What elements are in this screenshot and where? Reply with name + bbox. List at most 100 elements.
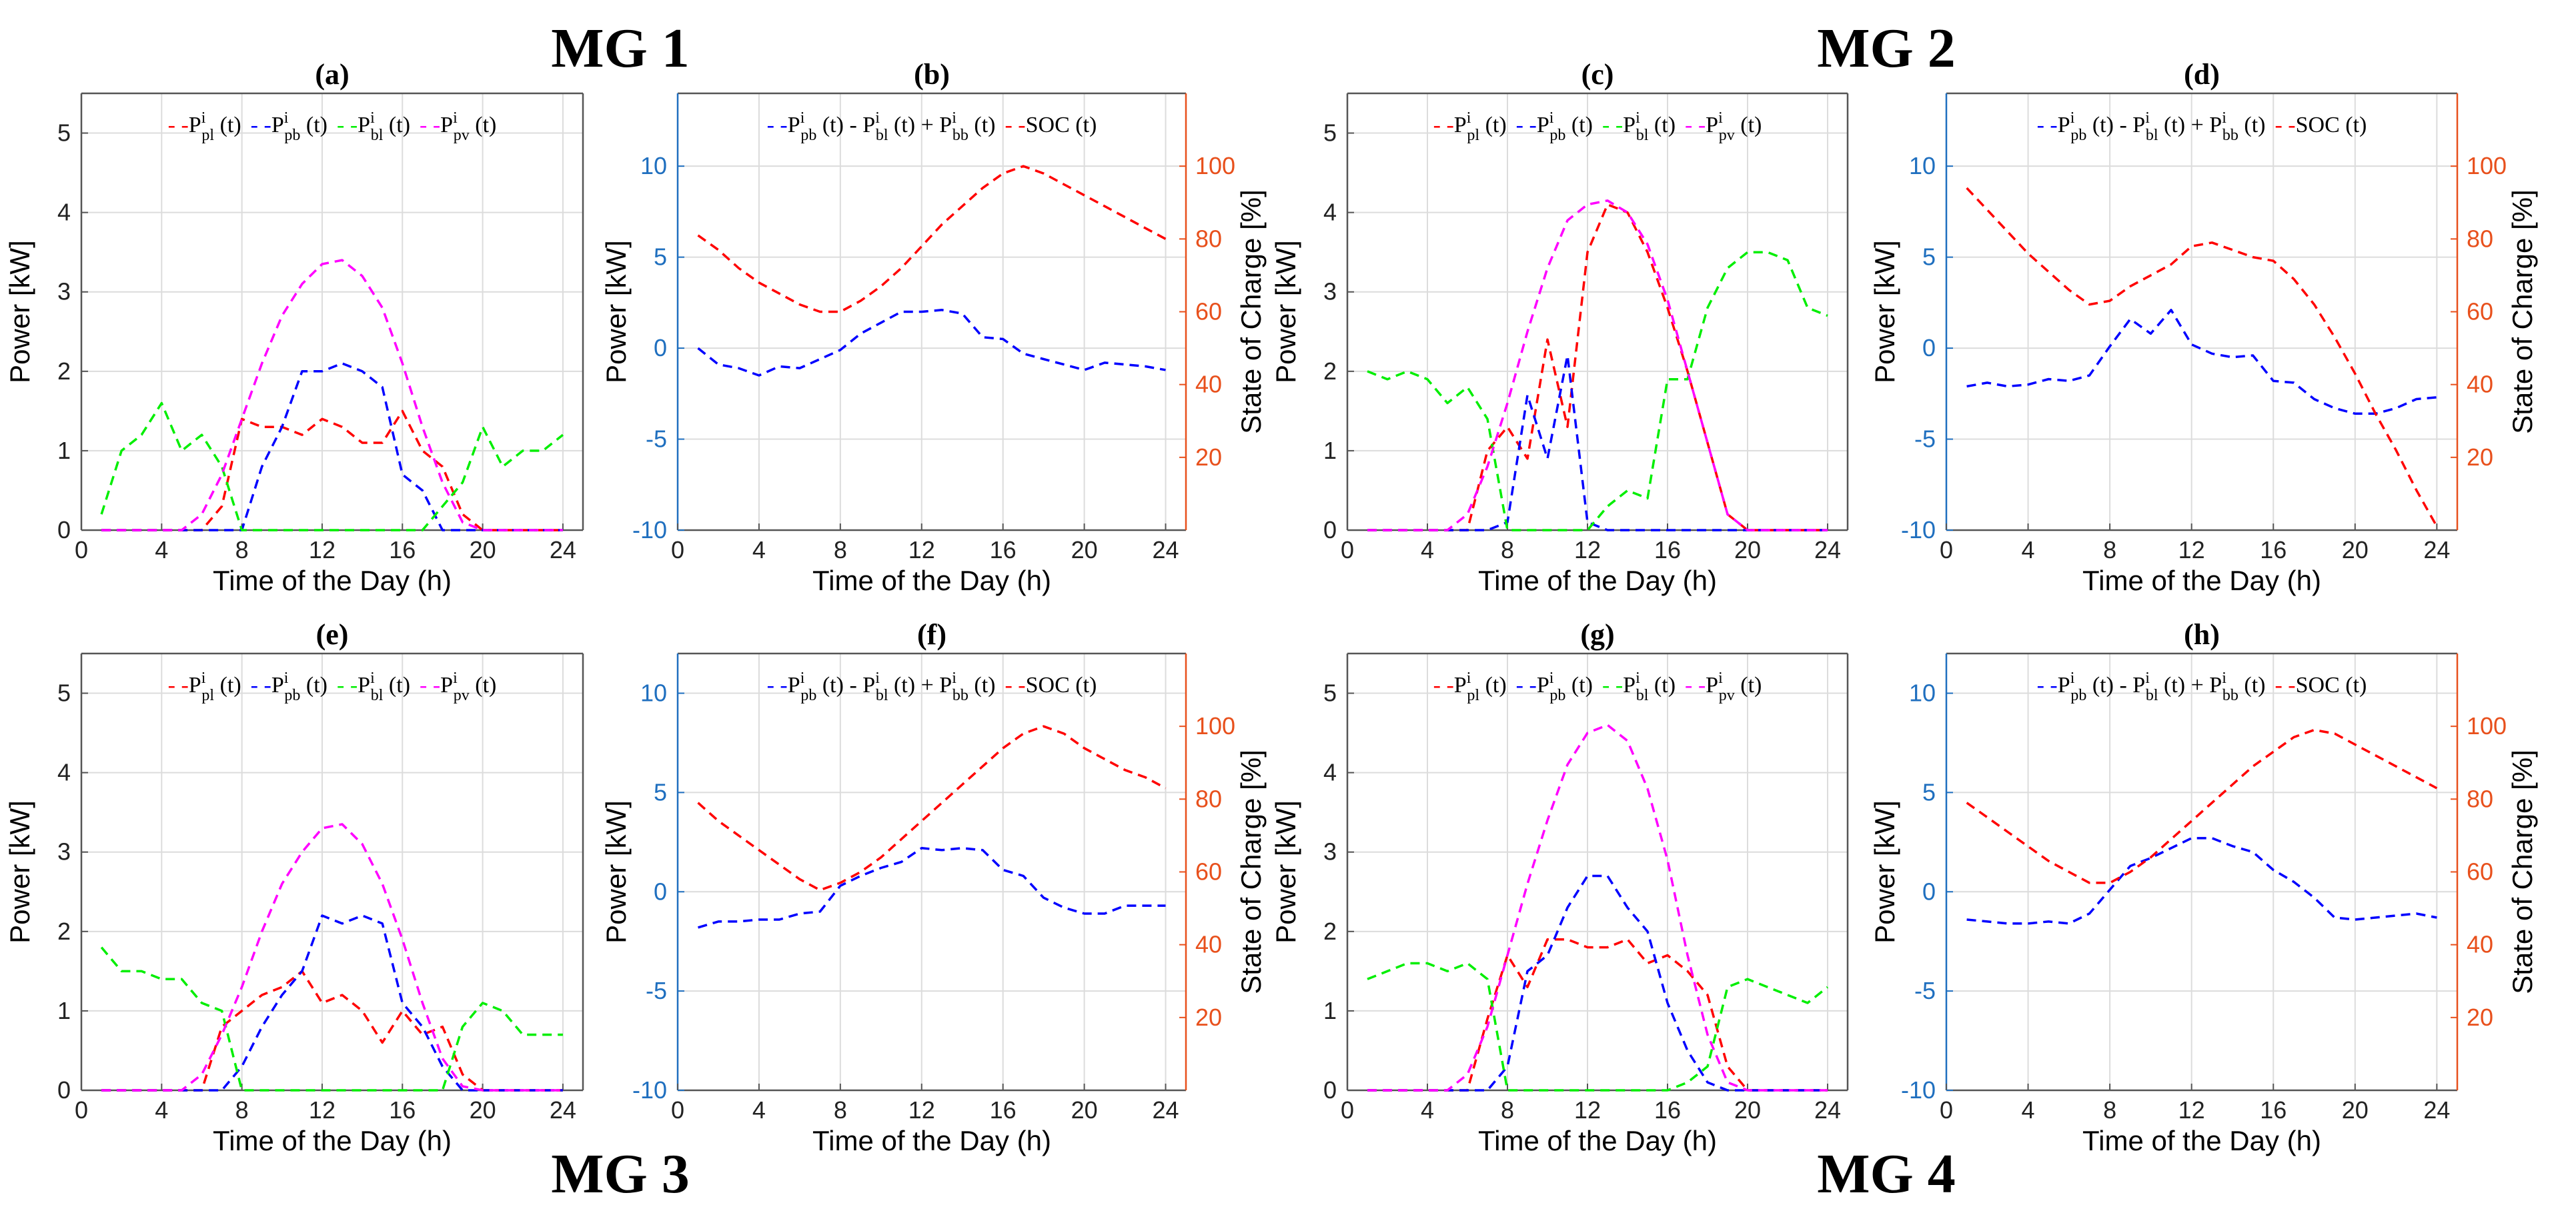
x-tick-label: 12 — [309, 536, 336, 563]
x-tick-label: 24 — [1152, 1096, 1179, 1124]
x-tick-label: 12 — [1574, 536, 1601, 563]
legend-marker: - - — [1516, 113, 1537, 137]
legend-marker: - - — [1685, 673, 1706, 698]
series-line-soc — [697, 165, 1167, 313]
series-line-soc — [697, 725, 1167, 892]
legend-label: P — [1537, 113, 1549, 137]
x-tick-label: 0 — [1940, 536, 1953, 563]
y-tick-label: 0 — [654, 334, 667, 361]
legend: - -Pi pl (t) - -Pi pb (t) - -Pi bl (t) - -Pi pv… — [168, 109, 497, 144]
x-tick-label: 16 — [1654, 536, 1681, 563]
y-tick-label: 0 — [1922, 878, 1936, 905]
y-axis-label: Power [kW] — [4, 800, 35, 944]
x-tick-label: 20 — [1071, 536, 1098, 563]
legend-sub: bb — [2222, 687, 2238, 704]
x-tick-label: 12 — [309, 1096, 336, 1124]
legend-label: P — [189, 113, 201, 137]
y-axis-label: Power [kW] — [1270, 800, 1301, 944]
y-axis-label: Power [kW] — [600, 800, 632, 944]
legend-sub: bl — [2146, 127, 2158, 144]
legend-sup: i — [875, 109, 880, 127]
legend-marker: - - — [1602, 673, 1623, 698]
y-tick-label: 4 — [57, 759, 71, 786]
y-tick-label: 1 — [57, 997, 71, 1024]
y2-tick-label: 40 — [2467, 371, 2493, 398]
legend-tail: (t) — [470, 673, 497, 698]
chart-title: (f) — [917, 618, 946, 651]
legend-marker: - - — [1602, 113, 1623, 137]
x-axis-label: Time of the Day (h) — [2082, 1125, 2321, 1156]
x-tick-label: 20 — [1071, 1096, 1098, 1124]
x-tick-label: 16 — [389, 1096, 416, 1124]
x-tick-label: 16 — [2260, 536, 2287, 563]
legend-tail: (t) — [2238, 673, 2266, 698]
legend-sub: pb — [800, 687, 816, 704]
legend-sub: bb — [2222, 127, 2238, 144]
y-tick-label: 4 — [57, 199, 71, 226]
legend-sup: i — [1549, 109, 1554, 127]
legend-marker: - - — [1433, 673, 1454, 698]
legend-sub: pl — [201, 127, 214, 144]
y-tick-label: 5 — [57, 119, 71, 147]
y-tick-label: 1 — [57, 437, 71, 464]
legend-label: SOC (t) — [1026, 113, 1097, 137]
x-tick-label: 16 — [389, 536, 416, 563]
x-tick-label: 0 — [75, 536, 88, 563]
legend-label: P — [1706, 113, 1718, 137]
legend-marker: - - — [251, 673, 271, 698]
legend-sub: pb — [800, 127, 816, 144]
legend-tail: (t) — [1735, 113, 1762, 137]
x-tick-label: 0 — [1341, 1096, 1354, 1124]
x-tick-label: 8 — [2103, 536, 2116, 563]
legend: - -Pi pb (t) - Pi bl (t) + Pi bb (t) - -SOC … — [2037, 670, 2367, 704]
x-tick-label: 12 — [908, 536, 935, 563]
legend-label: P — [358, 113, 370, 137]
x-tick-label: 12 — [2178, 1096, 2205, 1124]
legend-sub: pl — [1467, 687, 1479, 704]
x-tick-label: 16 — [990, 1096, 1017, 1124]
x-tick-label: 20 — [470, 1096, 496, 1124]
y-tick-label: 10 — [1909, 152, 1936, 179]
legend-sub: bl — [371, 127, 384, 144]
y2-tick-label: 60 — [2467, 298, 2493, 325]
legend-label: P — [1623, 113, 1636, 137]
legend-sup: i — [1718, 670, 1723, 687]
chart-title: (c) — [1581, 58, 1614, 91]
legend-marker: - - — [1005, 113, 1025, 137]
x-axis-label: Time of the Day (h) — [213, 565, 452, 596]
y2-axis-label: State of Charge [%] — [1235, 750, 1267, 994]
y-tick-label: 3 — [1323, 838, 1337, 866]
legend-sub: pl — [201, 687, 214, 704]
y-tick-label: 3 — [57, 278, 71, 305]
legend-tail: (t) — [1565, 673, 1593, 698]
legend-label: SOC (t) — [1026, 673, 1097, 698]
legend-sub: pb — [2070, 687, 2086, 704]
chart-title: (a) — [315, 58, 349, 91]
x-tick-label: 0 — [671, 536, 684, 563]
y2-tick-label: 20 — [2467, 443, 2493, 471]
legend-sup: i — [2222, 109, 2226, 127]
legend-tail: (t) - P — [2086, 673, 2145, 698]
y-tick-label: 2 — [57, 918, 71, 945]
chart-title: (d) — [2184, 58, 2220, 91]
y2-tick-label: 60 — [1195, 298, 1222, 325]
legend-label: P — [189, 673, 201, 698]
legend-marker: - - — [1005, 673, 1025, 698]
legend-sup: i — [370, 670, 375, 687]
legend-marker: - - — [1433, 113, 1454, 137]
legend-sup: i — [800, 109, 805, 127]
y2-tick-label: 80 — [2467, 785, 2493, 812]
y2-tick-label: 20 — [2467, 1004, 2493, 1031]
legend-marker: - - — [767, 113, 788, 137]
legend-sup: i — [2070, 670, 2075, 687]
y2-tick-label: 100 — [1195, 712, 1235, 740]
y-tick-label: -5 — [646, 977, 667, 1004]
chart-panel-d: 0 4 8 12 16 20 24 -10 -5 0 5 10 20 40 60 80 100 (d) Time o… — [1869, 58, 2538, 596]
series-line-pb — [698, 847, 1166, 929]
legend-tail: (t) + P — [888, 673, 952, 698]
legend-sub: bl — [876, 127, 888, 144]
